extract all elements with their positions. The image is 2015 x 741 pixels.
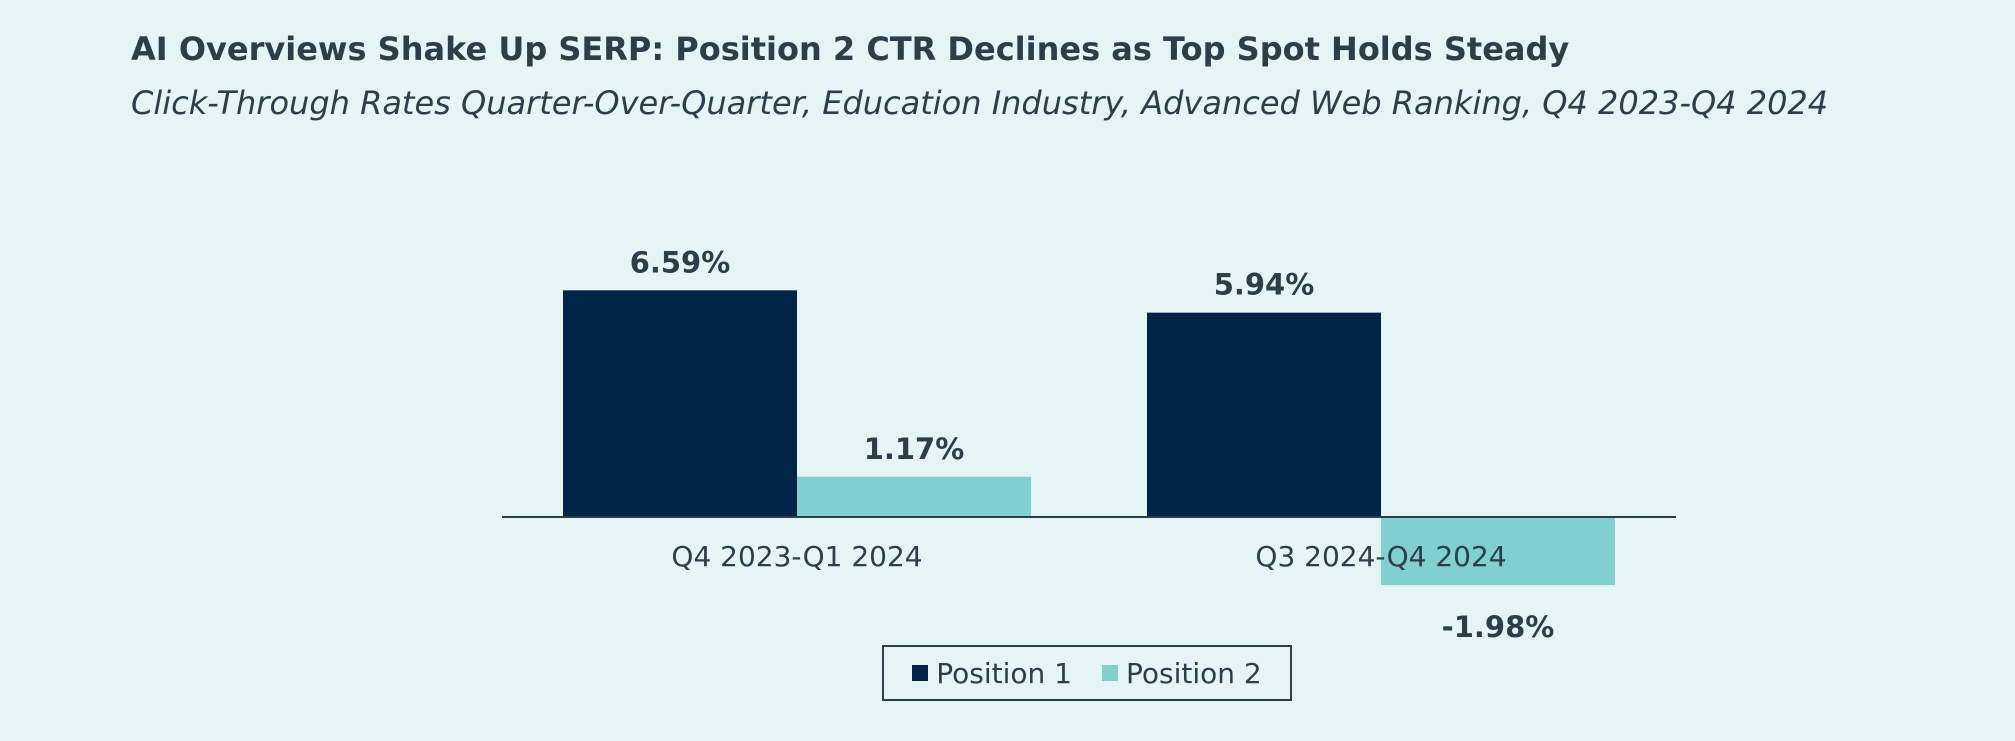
bar-position-1-2 [1147, 312, 1381, 517]
bar-position-2-1 [797, 476, 1031, 517]
legend-item-position-1: Position 1 [912, 657, 1072, 690]
legend-swatch-position-1 [912, 665, 929, 681]
chart-legend: Position 1 Position 2 [882, 645, 1292, 701]
chart-subtitle: Click-Through Rates Quarter-Over-Quarter… [131, 84, 1829, 122]
data-label-position-1-1: 6.59% [630, 245, 731, 279]
x-tick-label-2: Q3 2024-Q4 2024 [1255, 540, 1506, 573]
legend-label-position-2: Position 2 [1126, 656, 1262, 690]
data-label-position-2-2: -1.98% [1442, 610, 1555, 644]
legend-label-position-1: Position 1 [936, 656, 1072, 690]
bar-position-1-1 [563, 290, 797, 517]
x-tick-label-1: Q4 2023-Q1 2024 [671, 540, 922, 573]
legend-item-position-2: Position 2 [1102, 657, 1262, 690]
data-label-position-2-1: 1.17% [864, 432, 965, 466]
bar-position-2-2 [1381, 517, 1615, 586]
chart-title: AI Overviews Shake Up SERP: Position 2 C… [131, 30, 1570, 68]
legend-swatch-position-2 [1102, 665, 1118, 681]
data-label-position-1-2: 5.94% [1214, 268, 1315, 302]
